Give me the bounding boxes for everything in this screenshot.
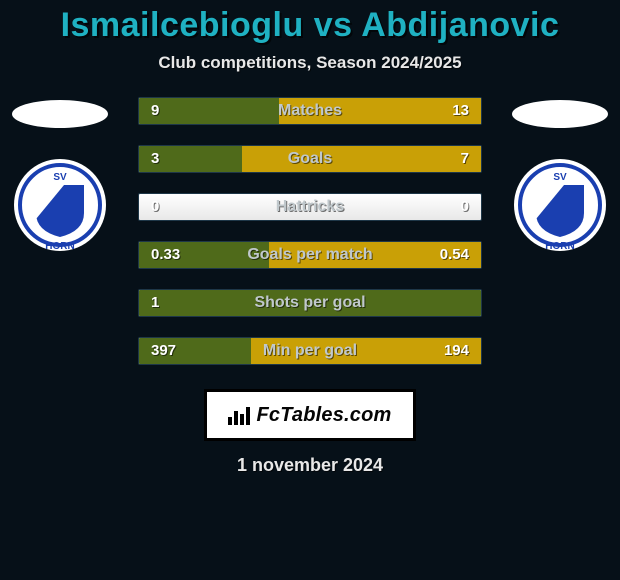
player-left-name: Ismailcebioglu (61, 6, 304, 44)
subtitle: Club competitions, Season 2024/2025 (0, 53, 620, 73)
player-right-name: Abdijanovic (361, 6, 559, 44)
club-badge-text-top: SV (553, 172, 567, 183)
stat-fill-left (139, 338, 251, 364)
stat-fill-right (279, 98, 481, 124)
branding-badge: FcTables.com (204, 389, 416, 441)
stat-fill-left (139, 146, 242, 172)
bars-logo-icon (228, 405, 250, 425)
branding-text: FcTables.com (256, 404, 391, 427)
title-joiner: vs (314, 6, 353, 44)
comparison-area: SV HORN SV HORN Matches913 Goals37 Hattric… (0, 97, 620, 379)
flag-ellipse-icon (10, 97, 110, 131)
stat-row: Goals37 (138, 145, 482, 173)
club-badge-text-bottom: HORN (45, 241, 74, 252)
stat-value-left: 0 (151, 194, 159, 220)
stat-fill-right (242, 146, 481, 172)
flag-ellipse-icon (510, 97, 610, 131)
club-badge-icon: SV HORN (12, 157, 108, 253)
club-badge-icon: SV HORN (512, 157, 608, 253)
stat-row: Matches913 (138, 97, 482, 125)
stat-row: Hattricks0 0 (138, 193, 482, 221)
page-title: Ismailcebioglu vs Abdijanovic (0, 6, 620, 45)
stat-fill-left (139, 98, 279, 124)
stat-row: Min per goal397194 (138, 337, 482, 365)
stat-bars: Matches913 Goals37 Hattricks0 0 Goals per ma… (138, 97, 482, 385)
club-badge-text-bottom: HORN (545, 241, 574, 252)
stat-label: Hattricks (139, 194, 481, 220)
stat-fill-left (139, 242, 269, 268)
stat-value-right: 0 (461, 194, 469, 220)
stat-row: Shots per goal1 (138, 289, 482, 317)
stat-fill-right (251, 338, 481, 364)
player-right-col: SV HORN (500, 97, 620, 253)
stat-row: Goals per match0.330.54 (138, 241, 482, 269)
stat-fill-left (139, 290, 481, 316)
stat-fill-right (269, 242, 481, 268)
club-badge-text-top: SV (53, 172, 67, 183)
date: 1 november 2024 (0, 455, 620, 476)
player-left-col: SV HORN (0, 97, 120, 253)
